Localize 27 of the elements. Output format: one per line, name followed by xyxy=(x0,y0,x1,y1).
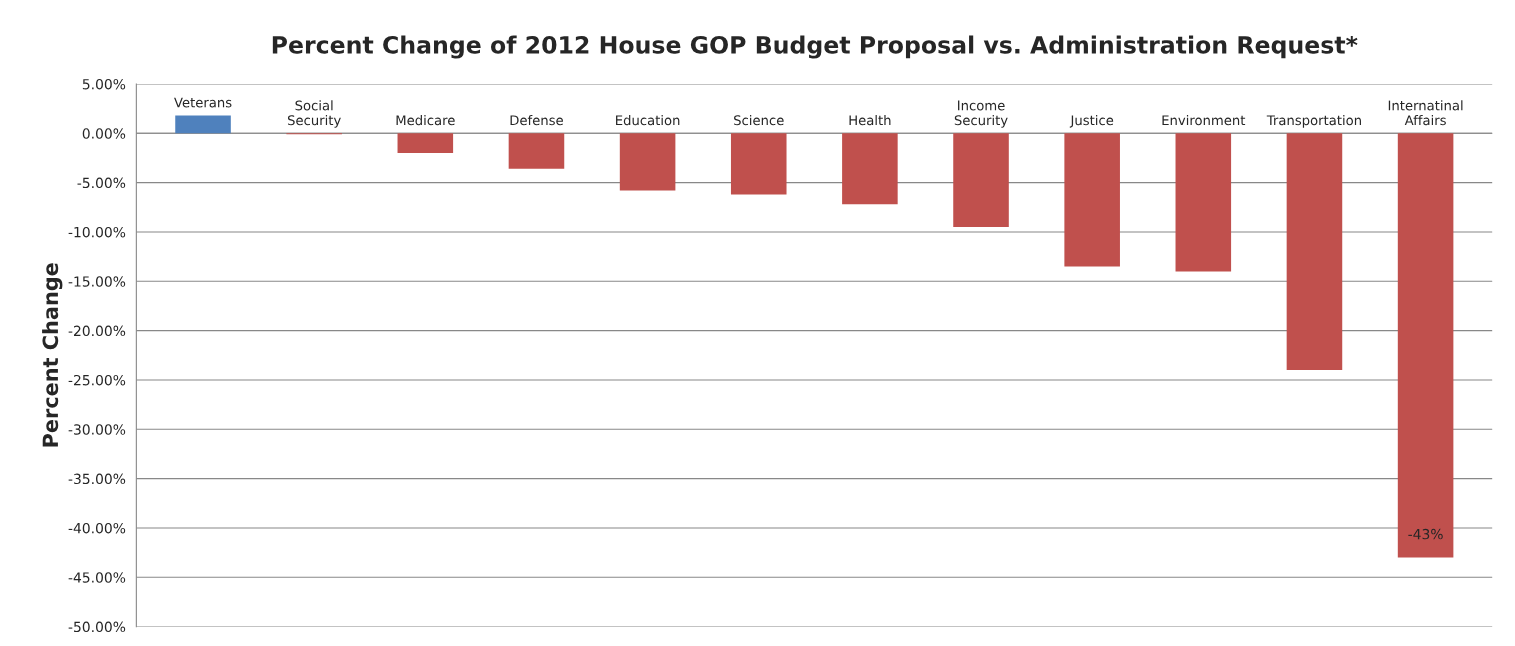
x-tick-label: Defense xyxy=(510,114,563,126)
y-tick-label: -35.00% xyxy=(68,473,126,485)
y-tick-label: -30.00% xyxy=(68,424,126,435)
x-tick-label: Internatinal Affairs xyxy=(1388,100,1463,126)
y-tick-label: -15.00% xyxy=(68,276,126,287)
x-tick-label: Medicare xyxy=(396,114,455,126)
x-tick-label: Education xyxy=(616,114,680,126)
y-axis-title: Percent Change xyxy=(42,263,63,447)
x-tick-label: Justice xyxy=(1069,114,1114,128)
y-tick-label: -40.00% xyxy=(68,522,126,534)
x-tick-label: Science xyxy=(734,114,784,126)
y-tick-label: -25.00% xyxy=(68,374,126,386)
x-tick-label: Social Security xyxy=(287,100,341,128)
y-tick-label: 0.00% xyxy=(82,128,126,139)
x-tick-label: Veterans xyxy=(174,97,232,108)
x-tick-label: Transportation xyxy=(1266,114,1361,128)
y-tick-label: 5.00% xyxy=(82,78,126,90)
x-tick-label: Income Security xyxy=(954,100,1008,128)
y-tick-label: -10.00% xyxy=(68,226,126,238)
y-tick-label: -20.00% xyxy=(68,325,126,337)
y-tick-label: -45.00% xyxy=(68,572,126,583)
x-tick-label: Health xyxy=(849,114,891,126)
y-tick-label: -50.00% xyxy=(68,621,126,633)
chart-title: Percent Change of 2012 House GOP Budget Proposal vs. Administration Request* xyxy=(272,35,1358,59)
data-label: -43% xyxy=(1408,528,1443,540)
y-tick-label: -5.00% xyxy=(77,177,126,189)
x-tick-label: Environment xyxy=(1162,114,1246,126)
